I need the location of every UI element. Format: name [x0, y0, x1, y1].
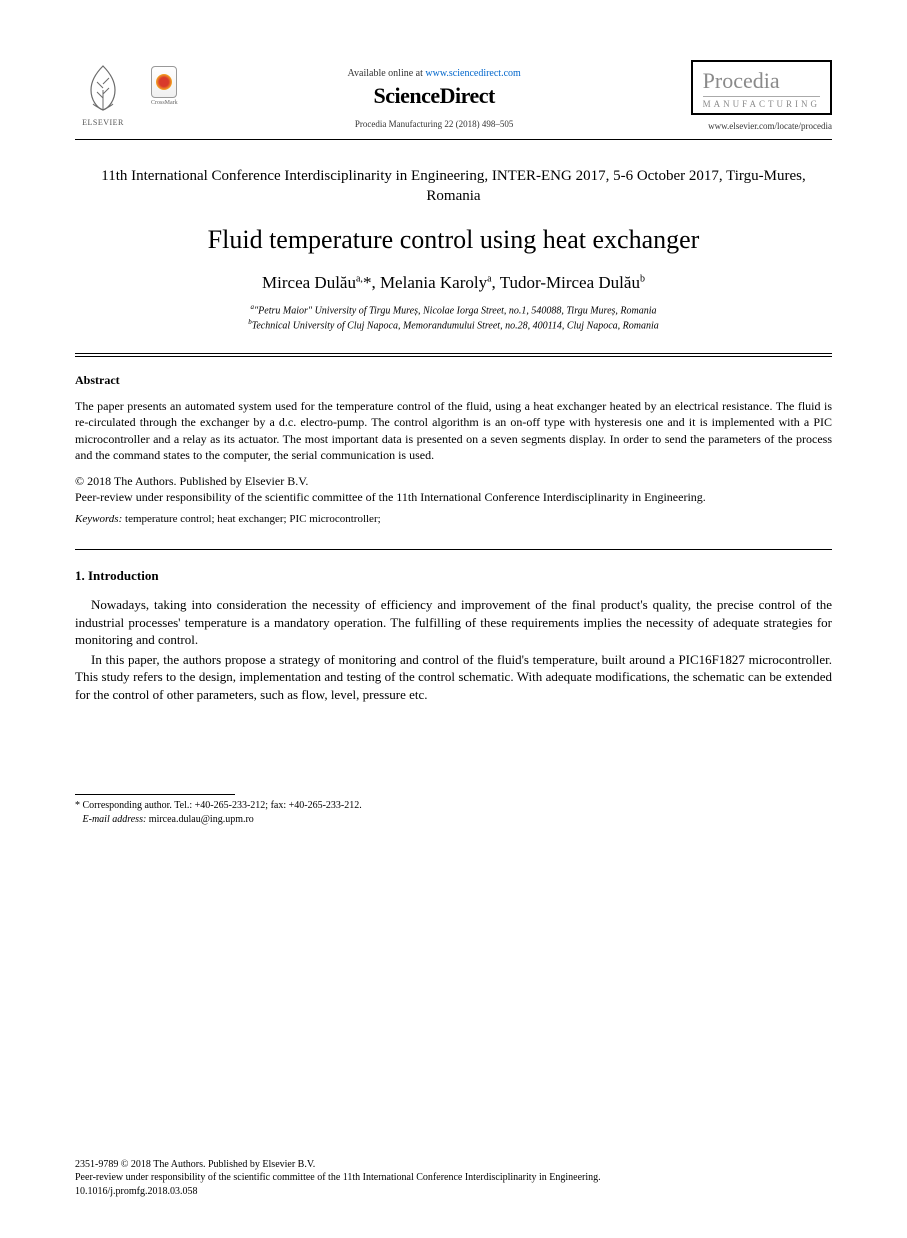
conference-info: 11th International Conference Interdisci…	[75, 166, 832, 207]
footer-doi: 10.1016/j.promfg.2018.03.058	[75, 1185, 832, 1199]
keywords-label: Keywords:	[75, 513, 122, 525]
email-label: E-mail address:	[83, 814, 147, 825]
crossmark-badge[interactable]: CrossMark	[151, 66, 178, 106]
corresponding-author: * Corresponding author. Tel.: +40-265-23…	[75, 799, 832, 813]
keywords-text: temperature control; heat exchanger; PIC…	[122, 513, 380, 525]
sciencedirect-wordmark: ScienceDirect	[178, 83, 691, 109]
header-right: Procedia MANUFACTURING www.elsevier.com/…	[691, 60, 832, 131]
abstract-text: The paper presents an automated system u…	[75, 398, 832, 463]
elsevier-label: ELSEVIER	[82, 118, 124, 127]
affiliation-b: bTechnical University of Cluj Napoca, Me…	[75, 318, 832, 333]
journal-url: www.elsevier.com/locate/procedia	[691, 121, 832, 131]
footnote-block: * Corresponding author. Tel.: +40-265-23…	[75, 799, 832, 827]
rule-above-abstract-2	[75, 356, 832, 357]
footer-issn: 2351-9789 © 2018 The Authors. Published …	[75, 1158, 832, 1172]
authors-line: Mircea Dulăua,*, Melania Karolya, Tudor-…	[75, 273, 832, 293]
available-online-text: Available online at www.sciencedirect.co…	[178, 68, 691, 79]
journal-subtitle: MANUFACTURING	[703, 96, 820, 109]
rule-below-keywords	[75, 549, 832, 550]
email-address: mircea.dulau@ing.upm.ro	[146, 814, 254, 825]
paper-title: Fluid temperature control using heat exc…	[75, 225, 832, 255]
header-center: Available online at www.sciencedirect.co…	[178, 60, 691, 129]
elsevier-tree-icon	[75, 60, 131, 116]
top-rule	[75, 139, 832, 140]
footnote-rule	[75, 794, 235, 795]
copyright-block: © 2018 The Authors. Published by Elsevie…	[75, 473, 832, 505]
copyright-line2: Peer-review under responsibility of the …	[75, 489, 832, 505]
journal-cover-box: Procedia MANUFACTURING	[691, 60, 832, 115]
email-line: E-mail address: mircea.dulau@ing.upm.ro	[75, 813, 832, 827]
affiliation-a: a"Petru Maior" University of Tirgu Mureș…	[75, 303, 832, 318]
intro-para-1: Nowadays, taking into consideration the …	[75, 596, 832, 649]
header-left: ELSEVIER CrossMark	[75, 60, 178, 127]
footer-block: 2351-9789 © 2018 The Authors. Published …	[75, 1158, 832, 1199]
introduction-heading: 1. Introduction	[75, 568, 832, 584]
intro-para-2: In this paper, the authors propose a str…	[75, 651, 832, 704]
elsevier-logo: ELSEVIER	[75, 60, 131, 127]
available-prefix: Available online at	[348, 68, 426, 79]
footer-peer: Peer-review under responsibility of the …	[75, 1171, 832, 1185]
crossmark-icon	[151, 66, 177, 98]
crossmark-label: CrossMark	[151, 100, 178, 106]
copyright-line1: © 2018 The Authors. Published by Elsevie…	[75, 473, 832, 489]
abstract-heading: Abstract	[75, 373, 832, 388]
affiliations: a"Petru Maior" University of Tirgu Mureș…	[75, 303, 832, 334]
sciencedirect-link[interactable]: www.sciencedirect.com	[425, 68, 520, 79]
citation-line: Procedia Manufacturing 22 (2018) 498–505	[178, 119, 691, 129]
keywords-line: Keywords: temperature control; heat exch…	[75, 513, 832, 525]
header-row: ELSEVIER CrossMark Available online at w…	[75, 60, 832, 131]
journal-name: Procedia	[703, 68, 820, 94]
